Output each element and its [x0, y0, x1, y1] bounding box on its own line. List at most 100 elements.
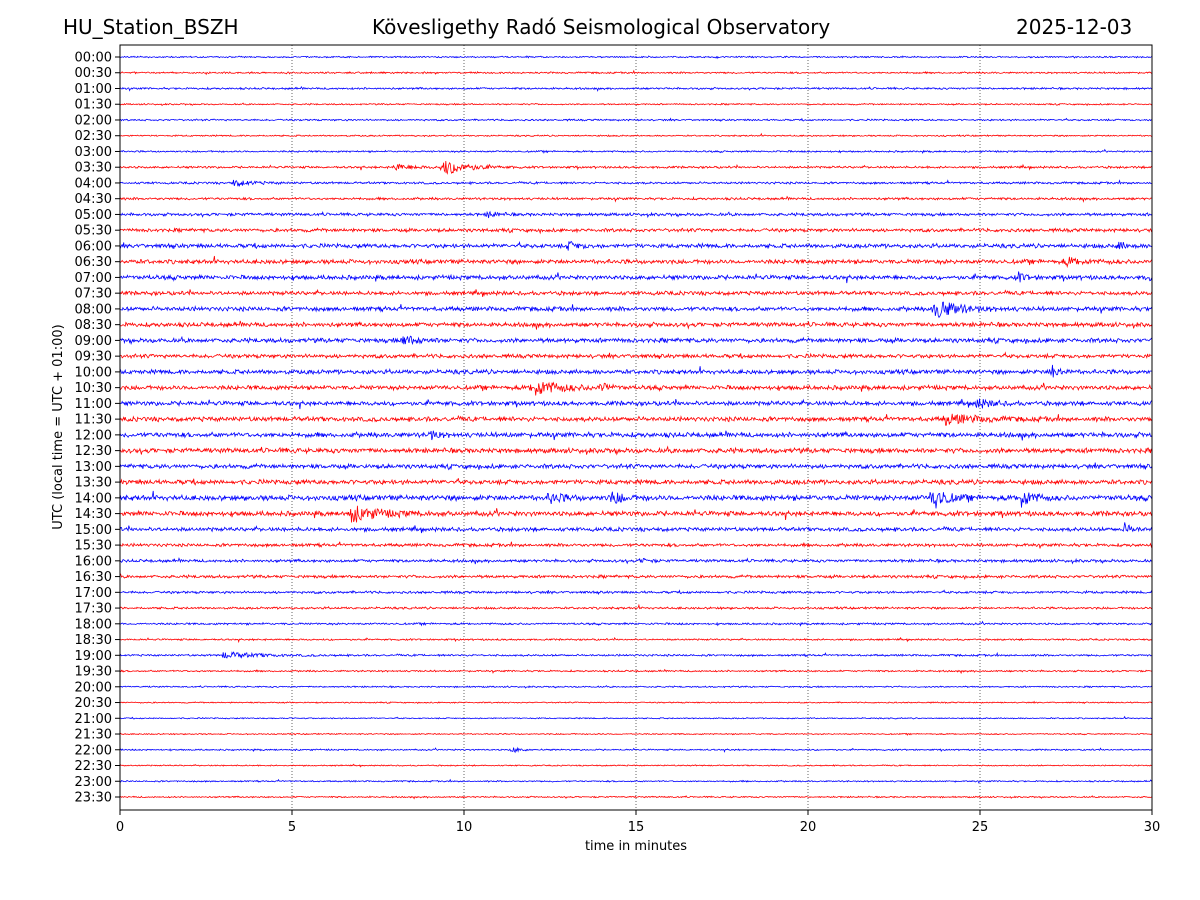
- trace-1900: [119, 651, 1153, 659]
- trace-0600: [119, 240, 1153, 251]
- chart-title: Kövesligethy Radó Seismological Observat…: [372, 15, 831, 39]
- trace-0200: [119, 117, 1153, 123]
- trace-1530: [119, 541, 1153, 549]
- trace-1230: [119, 445, 1153, 456]
- y-tick-label: 18:30: [75, 633, 112, 648]
- trace-2330: [119, 795, 1153, 800]
- y-tick-label: 03:30: [75, 161, 112, 176]
- trace-0400: [119, 179, 1153, 187]
- date-title: 2025-12-03: [1016, 15, 1133, 39]
- y-tick-label: 22:30: [75, 759, 112, 774]
- y-tick-label: 04:30: [75, 192, 112, 207]
- trace-1500: [119, 522, 1153, 534]
- y-tick-label: 07:30: [75, 287, 112, 302]
- trace-0830: [119, 320, 1153, 330]
- y-tick-label: 21:30: [75, 728, 112, 743]
- trace-2300: [119, 778, 1153, 784]
- trace-2230: [119, 763, 1153, 768]
- x-tick-label: 30: [1144, 820, 1161, 835]
- y-tick-label: 01:30: [75, 98, 112, 113]
- x-axis-label: time in minutes: [585, 839, 687, 854]
- trace-2000: [119, 684, 1153, 689]
- y-tick-label: 15:30: [75, 539, 112, 554]
- y-tick-label: 23:00: [75, 775, 112, 790]
- x-tick-label: 10: [456, 820, 473, 835]
- trace-0630: [119, 255, 1153, 269]
- y-tick-label: 19:30: [75, 665, 112, 680]
- x-tick-label: 0: [116, 820, 124, 835]
- trace-1130: [119, 413, 1153, 426]
- trace-0000: [119, 55, 1153, 60]
- y-tick-label: 20:30: [75, 696, 112, 711]
- y-tick-label: 13:00: [75, 460, 112, 475]
- y-tick-label: 09:30: [75, 350, 112, 365]
- trace-1100: [119, 398, 1153, 410]
- trace-1000: [119, 364, 1153, 378]
- y-tick-label: 00:30: [75, 66, 112, 81]
- y-tick-label: 17:30: [75, 602, 112, 617]
- y-tick-label: 08:00: [75, 302, 112, 317]
- trace-1330: [119, 478, 1153, 486]
- trace-0230: [119, 132, 1153, 138]
- trace-0900: [119, 335, 1153, 346]
- y-tick-label: 18:00: [75, 617, 112, 632]
- y-tick-label: 14:00: [75, 491, 112, 506]
- y-tick-label: 10:00: [75, 365, 112, 380]
- y-tick-label: 16:30: [75, 570, 112, 585]
- trace-0930: [119, 351, 1153, 360]
- y-tick-label: 02:30: [75, 129, 112, 144]
- trace-0500: [119, 210, 1153, 219]
- y-tick-label: 23:30: [75, 791, 112, 806]
- y-tick-label: 11:00: [75, 397, 112, 412]
- trace-1730: [119, 603, 1153, 611]
- y-tick-label: 03:00: [75, 145, 112, 160]
- trace-2130: [119, 732, 1153, 736]
- x-tick-label: 20: [800, 820, 817, 835]
- x-tick-label: 15: [628, 820, 645, 835]
- trace-1930: [119, 668, 1153, 675]
- y-tick-label: 04:00: [75, 176, 112, 191]
- y-tick-label: 15:00: [75, 523, 112, 538]
- x-tick-label: 5: [288, 820, 296, 835]
- y-tick-label: 06:00: [75, 239, 112, 254]
- trace-2030: [119, 700, 1153, 705]
- y-tick-label: 12:30: [75, 444, 112, 459]
- y-tick-label: 01:00: [75, 82, 112, 97]
- y-tick-label: 05:00: [75, 208, 112, 223]
- trace-0730: [119, 288, 1153, 297]
- trace-0330: [119, 160, 1153, 175]
- trace-1830: [119, 636, 1153, 644]
- trace-0700: [119, 271, 1153, 284]
- y-tick-label: 21:00: [75, 712, 112, 727]
- y-tick-label: 16:00: [75, 554, 112, 569]
- trace-1030: [119, 381, 1153, 396]
- trace-1800: [119, 620, 1153, 627]
- trace-0800: [119, 301, 1153, 319]
- trace-0300: [119, 148, 1153, 155]
- y-tick-label: 08:30: [75, 318, 112, 333]
- y-tick-label: 14:30: [75, 507, 112, 522]
- y-tick-label: 17:00: [75, 586, 112, 601]
- y-tick-label: 07:00: [75, 271, 112, 286]
- y-tick-label: 00:00: [75, 51, 112, 66]
- trace-2200: [119, 746, 1153, 754]
- y-tick-label: 02:00: [75, 113, 112, 128]
- y-tick-label: 20:00: [75, 680, 112, 695]
- station-title: HU_Station_BSZH: [63, 15, 239, 39]
- trace-1430: [119, 505, 1153, 523]
- y-tick-label: 19:00: [75, 649, 112, 664]
- trace-0030: [119, 69, 1153, 76]
- trace-1630: [119, 573, 1153, 581]
- y-tick-label: 06:30: [75, 255, 112, 270]
- trace-0530: [119, 227, 1153, 235]
- trace-2100: [119, 715, 1153, 720]
- x-tick-label: 25: [972, 820, 989, 835]
- trace-1300: [119, 462, 1153, 471]
- trace-1600: [119, 557, 1153, 565]
- trace-1700: [119, 589, 1153, 596]
- y-tick-label: 11:30: [75, 413, 112, 428]
- trace-0100: [119, 85, 1153, 92]
- y-tick-label: 13:30: [75, 476, 112, 491]
- trace-1200: [119, 430, 1153, 441]
